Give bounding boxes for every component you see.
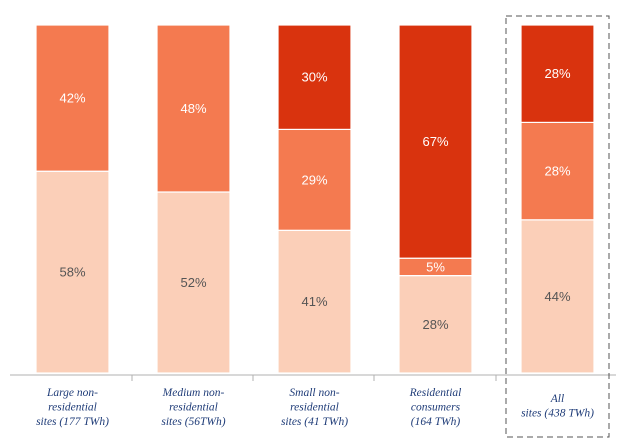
bar-segment xyxy=(398,24,473,259)
bar-segment xyxy=(520,121,595,221)
data-label: 41% xyxy=(301,294,327,309)
bars-group xyxy=(35,24,595,374)
bar-segment xyxy=(398,275,473,374)
data-label: 67% xyxy=(422,134,448,149)
x-axis xyxy=(10,15,616,438)
bar-segment xyxy=(35,24,110,172)
data-label: 48% xyxy=(180,101,206,116)
data-label: 28% xyxy=(544,164,570,179)
data-label: 44% xyxy=(544,289,570,304)
bar-segment xyxy=(277,128,352,231)
bar-segment xyxy=(35,170,110,374)
category-labels-group: Large non-residential sites (177 TWh) Medi… xyxy=(36,387,594,428)
data-label: 28% xyxy=(544,66,570,81)
bar-segment xyxy=(156,24,231,193)
bar-segment xyxy=(520,24,595,124)
data-label: 28% xyxy=(422,317,448,332)
segment-labels-group: 58% 42% 52% 48% 41% 29% 30% 28% 5% 67% 44% 28% 28% xyxy=(59,66,570,332)
data-label: 52% xyxy=(180,275,206,290)
category-label: Small non-residential sites (41 TWh) xyxy=(281,387,348,428)
data-label: 58% xyxy=(59,265,85,280)
category-label: Large non-residential sites (177 TWh) xyxy=(36,387,109,428)
data-label: 42% xyxy=(59,91,85,106)
category-label: All sites (438 TWh) xyxy=(521,393,594,420)
highlight-box xyxy=(505,15,610,438)
data-label: 5% xyxy=(426,259,445,274)
data-label: 29% xyxy=(301,172,327,187)
bar-segment xyxy=(277,24,352,131)
bar-segment xyxy=(277,229,352,374)
category-label: Residential consumers (164 TWh) xyxy=(409,387,462,428)
data-label: 30% xyxy=(301,70,327,85)
category-label: Medium non-residential sites (56TWh) xyxy=(161,387,225,428)
